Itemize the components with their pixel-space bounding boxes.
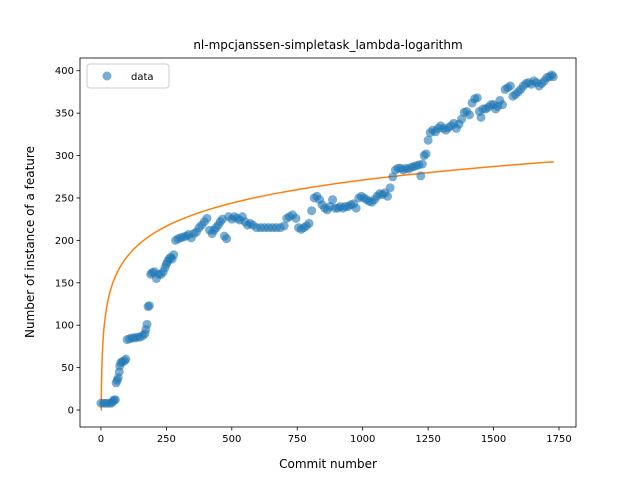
legend: data	[86, 63, 170, 89]
y-tick-label: 400	[55, 66, 74, 77]
legend-box	[86, 63, 170, 89]
y-tick-label: 0	[68, 406, 74, 417]
data-point	[476, 112, 486, 122]
legend-marker-data	[102, 71, 112, 81]
x-tick-label: 0	[98, 434, 104, 445]
fit-curve	[100, 161, 554, 411]
x-tick-label: 1750	[546, 434, 571, 445]
data-point	[416, 171, 426, 181]
data-point	[423, 135, 433, 145]
data-point	[304, 218, 314, 228]
plot-background	[80, 58, 576, 427]
x-tick-label: 750	[288, 434, 307, 445]
y-tick-label: 250	[55, 193, 74, 204]
legend-label-data: data	[131, 72, 154, 83]
x-tick-label: 1500	[481, 434, 506, 445]
x-tick-label: 250	[157, 434, 176, 445]
data-point	[202, 213, 212, 223]
points-layer	[96, 70, 558, 408]
chart-title: nl-mpcjanssen-simpletask_lambda-logarith…	[193, 38, 462, 52]
data-point	[417, 159, 427, 169]
data-point	[472, 93, 482, 103]
data-point	[383, 191, 393, 201]
y-tick-label: 100	[55, 321, 74, 332]
y-axis: 0 50 100 150 200 250 300 350 400	[55, 66, 80, 417]
y-tick-label: 50	[61, 363, 74, 374]
x-tick-label: 500	[222, 434, 241, 445]
y-tick-label: 200	[55, 236, 74, 247]
data-point	[351, 203, 361, 213]
fit-layer	[100, 161, 554, 411]
x-tick-label: 1250	[415, 434, 440, 445]
data-point	[464, 110, 474, 120]
data-point	[121, 354, 131, 364]
plot-area	[79, 57, 577, 428]
y-tick-label: 150	[55, 278, 74, 289]
x-axis: 0 250 500 750 1000 1250 1500 1750	[98, 427, 572, 445]
data-point	[222, 234, 232, 244]
data-point	[505, 81, 515, 91]
data-point	[144, 301, 154, 311]
y-axis-label: Number of instance of a feature	[23, 146, 37, 338]
data-point	[110, 395, 120, 405]
data-point	[307, 206, 317, 216]
data-point	[497, 100, 507, 110]
data-point	[169, 250, 179, 260]
data-point	[421, 149, 431, 159]
data-point	[385, 183, 395, 193]
y-tick-label: 350	[55, 109, 74, 120]
data-point	[279, 221, 289, 231]
data-point	[328, 195, 338, 205]
data-point	[388, 172, 398, 182]
y-tick-label: 300	[55, 151, 74, 162]
plot-frame	[79, 57, 577, 428]
data-point	[291, 213, 301, 223]
x-tick-label: 1000	[350, 434, 375, 445]
data-point	[548, 72, 558, 82]
x-axis-label: Commit number	[279, 457, 377, 471]
data-point	[142, 319, 152, 329]
data-point	[457, 114, 467, 124]
